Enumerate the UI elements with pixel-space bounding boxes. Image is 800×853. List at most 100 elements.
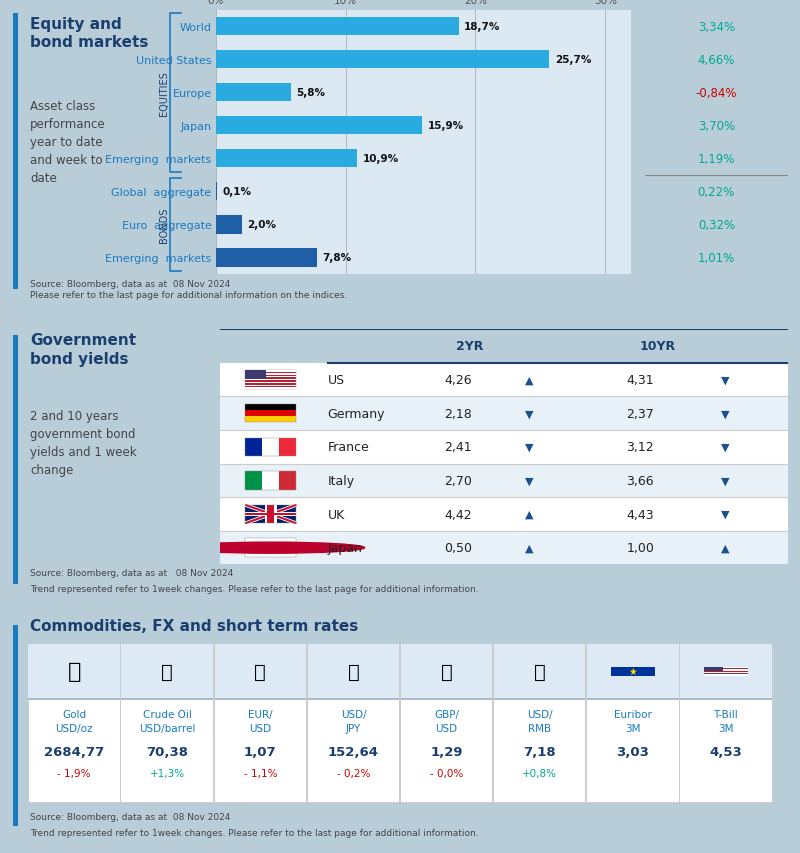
Text: Gold: Gold bbox=[62, 709, 86, 719]
Text: 3,12: 3,12 bbox=[626, 441, 654, 454]
Text: USD/: USD/ bbox=[527, 709, 553, 719]
Text: 1,19%: 1,19% bbox=[698, 153, 735, 165]
Text: Asset class
performance
year to date
and week to
date: Asset class performance year to date and… bbox=[30, 100, 106, 184]
Text: Crude Oil: Crude Oil bbox=[143, 709, 192, 719]
Bar bbox=[246, 438, 297, 456]
Bar bbox=[220, 497, 788, 531]
Bar bbox=[265, 505, 277, 524]
Text: 18,7%: 18,7% bbox=[464, 22, 500, 32]
Text: Please refer to the last page for additional information on the indices.: Please refer to the last page for additi… bbox=[30, 290, 347, 299]
Bar bbox=[246, 404, 297, 410]
Bar bbox=[610, 667, 654, 676]
Bar bbox=[216, 249, 317, 267]
Text: Japan: Japan bbox=[328, 542, 362, 554]
Text: 1,01%: 1,01% bbox=[698, 252, 735, 264]
Text: 3,66: 3,66 bbox=[626, 474, 654, 487]
Bar bbox=[246, 539, 297, 557]
Text: 2684,77: 2684,77 bbox=[44, 745, 104, 758]
Text: 1,00: 1,00 bbox=[626, 542, 654, 554]
Text: 3M: 3M bbox=[718, 723, 734, 733]
Text: 4,31: 4,31 bbox=[626, 374, 654, 386]
Bar bbox=[246, 472, 262, 490]
Bar bbox=[216, 117, 422, 135]
Bar bbox=[246, 371, 297, 372]
Text: 4,42: 4,42 bbox=[445, 508, 472, 521]
Text: Trend represented refer to 1week changes. Please refer to the last page for addi: Trend represented refer to 1week changes… bbox=[30, 828, 478, 838]
Bar bbox=[216, 51, 550, 69]
Text: USD/barrel: USD/barrel bbox=[139, 723, 195, 733]
Text: - 1,1%: - 1,1% bbox=[244, 768, 277, 778]
Bar bbox=[279, 438, 297, 456]
Bar bbox=[220, 531, 788, 565]
Bar bbox=[246, 376, 297, 378]
Text: 0,32%: 0,32% bbox=[698, 218, 735, 232]
Text: T-Bill: T-Bill bbox=[714, 709, 738, 719]
Text: Euribor: Euribor bbox=[614, 709, 652, 719]
Bar bbox=[262, 438, 279, 456]
Text: ▼: ▼ bbox=[722, 375, 730, 386]
Text: 5,8%: 5,8% bbox=[296, 88, 326, 98]
Text: ▼: ▼ bbox=[722, 409, 730, 419]
Bar bbox=[279, 472, 297, 490]
Bar bbox=[216, 18, 458, 36]
Text: Source: Bloomberg, data as at  08 Nov 2024: Source: Bloomberg, data as at 08 Nov 202… bbox=[30, 280, 230, 288]
Text: Commodities, FX and short term rates: Commodities, FX and short term rates bbox=[30, 618, 358, 634]
Text: 10,9%: 10,9% bbox=[362, 154, 398, 164]
Bar bbox=[704, 667, 748, 668]
Text: 💱: 💱 bbox=[347, 662, 359, 681]
Text: 4,43: 4,43 bbox=[626, 508, 654, 521]
Bar bbox=[216, 183, 217, 201]
Text: 2YR: 2YR bbox=[456, 340, 483, 353]
Bar bbox=[220, 431, 788, 464]
Bar bbox=[246, 513, 297, 517]
Text: ▲: ▲ bbox=[526, 543, 534, 553]
Text: Equity and
bond markets: Equity and bond markets bbox=[30, 17, 148, 50]
Bar bbox=[246, 505, 297, 524]
Text: ▼: ▼ bbox=[526, 476, 534, 486]
Text: +1,3%: +1,3% bbox=[150, 768, 185, 778]
Bar bbox=[678, 644, 680, 802]
Text: USD/oz: USD/oz bbox=[55, 723, 93, 733]
Bar bbox=[262, 472, 279, 490]
Text: ▼: ▼ bbox=[722, 443, 730, 452]
Circle shape bbox=[177, 543, 365, 554]
Text: - 0,0%: - 0,0% bbox=[430, 768, 463, 778]
Text: 70,38: 70,38 bbox=[146, 745, 188, 758]
Bar bbox=[246, 410, 297, 417]
Text: 2,37: 2,37 bbox=[626, 407, 654, 421]
Text: USD: USD bbox=[435, 723, 458, 733]
Text: 2 and 10 years
government bond
yields and 1 week
change: 2 and 10 years government bond yields an… bbox=[30, 409, 137, 476]
Text: 25,7%: 25,7% bbox=[554, 55, 591, 65]
Bar bbox=[246, 438, 262, 456]
Text: 1,29: 1,29 bbox=[430, 745, 462, 758]
Text: 🏅: 🏅 bbox=[67, 661, 81, 682]
Bar bbox=[216, 150, 358, 168]
Text: ▼: ▼ bbox=[722, 476, 730, 486]
Text: France: France bbox=[328, 441, 370, 454]
Text: EUR/: EUR/ bbox=[248, 709, 273, 719]
Text: - 0,2%: - 0,2% bbox=[337, 768, 370, 778]
Text: EQUITIES: EQUITIES bbox=[159, 71, 169, 115]
Text: Germany: Germany bbox=[328, 407, 385, 421]
Text: 💱: 💱 bbox=[254, 662, 266, 681]
Text: BONDS: BONDS bbox=[159, 207, 169, 243]
Bar bbox=[246, 417, 297, 423]
Bar bbox=[27, 644, 773, 802]
Text: 10YR: 10YR bbox=[639, 340, 675, 353]
Text: - 1,9%: - 1,9% bbox=[58, 768, 91, 778]
Bar bbox=[120, 644, 122, 802]
Text: UK: UK bbox=[328, 508, 345, 521]
Text: 0,50: 0,50 bbox=[445, 542, 473, 554]
Text: Trend represented refer to 1week changes. Please refer to the last page for addi: Trend represented refer to 1week changes… bbox=[30, 584, 478, 593]
Bar bbox=[306, 644, 308, 802]
Text: ▲: ▲ bbox=[526, 509, 534, 519]
Text: 15,9%: 15,9% bbox=[427, 121, 463, 131]
Text: Source: Bloomberg, data as at  08 Nov 2024: Source: Bloomberg, data as at 08 Nov 202… bbox=[30, 812, 230, 821]
Text: 2,18: 2,18 bbox=[445, 407, 472, 421]
Bar bbox=[246, 472, 297, 490]
Text: -0,84%: -0,84% bbox=[695, 87, 737, 100]
Text: ★: ★ bbox=[628, 666, 637, 676]
Text: 2,70: 2,70 bbox=[445, 474, 472, 487]
Text: 3,34%: 3,34% bbox=[698, 20, 735, 33]
Text: 7,18: 7,18 bbox=[523, 745, 556, 758]
